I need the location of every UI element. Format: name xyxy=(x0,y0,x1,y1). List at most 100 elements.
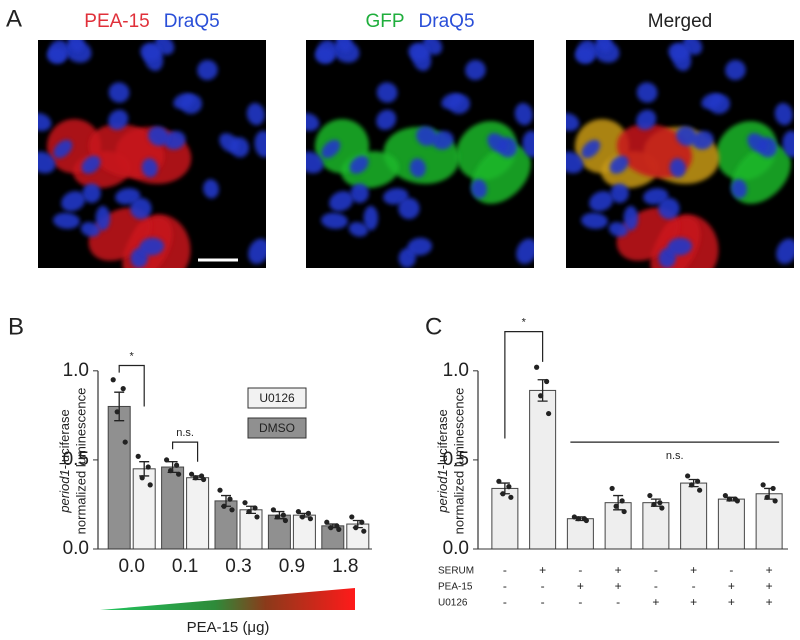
treatment-sign: + xyxy=(690,563,697,577)
nucleus xyxy=(254,130,266,158)
nucleus xyxy=(321,139,341,159)
data-point xyxy=(685,473,691,479)
treatment-sign: - xyxy=(578,595,582,609)
nucleus xyxy=(53,212,80,229)
y-axis-label-italic: period1 xyxy=(57,469,72,513)
nucleus xyxy=(67,40,84,52)
bar xyxy=(491,487,519,550)
bar xyxy=(107,405,131,550)
data-point xyxy=(307,516,313,522)
nucleus xyxy=(108,109,129,130)
data-point xyxy=(280,512,286,518)
data-point xyxy=(619,498,625,504)
treatment-sign: - xyxy=(503,579,507,593)
data-point xyxy=(575,516,581,522)
nucleus xyxy=(416,126,437,146)
bar xyxy=(529,389,557,550)
data-point xyxy=(295,508,301,515)
data-point xyxy=(110,377,116,383)
treatment-sign: - xyxy=(503,595,507,609)
data-point xyxy=(328,525,334,531)
treatment-sign: + xyxy=(728,595,735,609)
nucleus xyxy=(248,238,266,265)
nucleus xyxy=(566,151,584,174)
legend-swatch xyxy=(247,387,307,409)
x-tick-label: 1.8 xyxy=(332,556,358,577)
x-tick-label: 0.0 xyxy=(118,556,144,577)
treatment-sign: + xyxy=(766,563,773,577)
nucleus xyxy=(321,212,348,229)
treatment-sign: - xyxy=(616,595,620,609)
data-point xyxy=(217,487,223,493)
nucleus xyxy=(81,155,101,174)
treatment-name: PEA-15 xyxy=(438,582,473,593)
dose-gradient xyxy=(100,588,355,610)
data-point xyxy=(613,503,619,509)
nucleus xyxy=(610,183,629,203)
data-point xyxy=(772,498,778,504)
data-point xyxy=(229,507,235,513)
y-tick-label: 1.0 xyxy=(63,360,89,381)
bar xyxy=(186,477,210,550)
data-point xyxy=(135,453,141,459)
data-point xyxy=(361,528,367,534)
data-point xyxy=(174,462,180,468)
data-point xyxy=(270,507,276,513)
treatment-sign: + xyxy=(615,563,622,577)
nucleus xyxy=(471,179,487,199)
data-point xyxy=(583,517,589,524)
y-tick-label: 0.5 xyxy=(63,449,89,470)
nucleus xyxy=(246,102,265,126)
data-point xyxy=(689,482,695,488)
data-point xyxy=(201,476,207,483)
treatment-sign: + xyxy=(652,595,659,609)
image-title-part: Merged xyxy=(648,11,712,32)
data-point xyxy=(221,503,227,509)
nucleus xyxy=(774,102,793,126)
image-title: Merged xyxy=(648,11,712,32)
data-point xyxy=(246,508,252,515)
micrograph xyxy=(38,40,266,268)
nucleus xyxy=(130,197,152,220)
nucleus xyxy=(595,40,612,52)
nucleus xyxy=(203,179,219,199)
data-point xyxy=(305,510,311,516)
micrographs: PEA-15 DraQ5 GFP DraQ5 Merged xyxy=(38,11,794,268)
significance-bracket xyxy=(118,364,145,407)
data-point xyxy=(164,457,170,463)
nucleus xyxy=(609,155,629,174)
micrograph xyxy=(566,40,794,268)
data-point xyxy=(770,485,776,492)
bar xyxy=(755,493,783,550)
image-title-part: GFP xyxy=(365,11,404,32)
data-point xyxy=(114,409,120,415)
nucleus xyxy=(667,237,693,256)
data-point xyxy=(299,514,305,520)
nucleus xyxy=(148,126,169,146)
micrograph xyxy=(306,40,534,268)
data-point xyxy=(242,500,248,506)
nucleus xyxy=(376,82,398,103)
nucleus xyxy=(141,158,158,178)
data-point xyxy=(695,478,701,484)
data-point xyxy=(544,378,550,385)
y-tick-label: 1.0 xyxy=(443,360,469,381)
nucleus xyxy=(669,158,686,178)
treatment-sign: + xyxy=(690,595,697,609)
y-axis-label: normalized luminescence xyxy=(73,388,88,535)
nucleus xyxy=(574,47,595,64)
nucleus xyxy=(139,237,165,256)
nucleus xyxy=(95,205,111,231)
data-point xyxy=(189,471,195,477)
nucleus xyxy=(589,191,614,212)
bar xyxy=(566,518,594,550)
legend-label: DMSO xyxy=(259,421,295,435)
nucleus xyxy=(522,130,534,158)
significance-label: n.s. xyxy=(176,427,194,439)
data-point xyxy=(534,364,540,370)
nucleus xyxy=(363,205,379,231)
bar xyxy=(680,482,708,550)
data-point xyxy=(120,386,126,392)
x-axis-label: PEA-15 (μg) xyxy=(187,619,270,636)
